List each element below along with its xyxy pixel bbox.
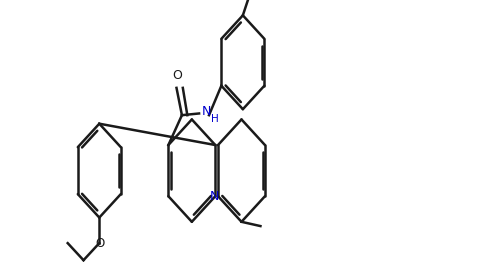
Text: O: O: [172, 69, 182, 82]
Text: N: N: [202, 105, 212, 118]
Text: H: H: [211, 114, 219, 124]
Text: O: O: [95, 237, 105, 250]
Text: N: N: [210, 190, 219, 203]
